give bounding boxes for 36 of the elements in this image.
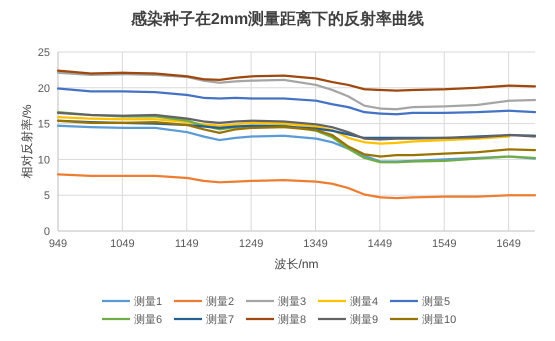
line-series: [56, 124, 536, 163]
line-series: [56, 112, 536, 140]
chart-title: 感染种子在2mm测量距离下的反射率曲线: [130, 9, 424, 28]
legend-label: 测量10: [422, 314, 456, 326]
y-tick-label: 15: [38, 118, 50, 131]
y-tick-label: 5: [44, 190, 50, 202]
line-series: [56, 120, 536, 158]
legend-label: 测量9: [350, 314, 378, 326]
x-tick-label: 1049: [110, 238, 135, 250]
y-tick-label: 0: [44, 226, 50, 238]
legend-label: 测量5: [422, 296, 450, 308]
legend-label: 测量1: [134, 296, 162, 308]
legend-label: 测量2: [206, 296, 234, 308]
line-series: [56, 87, 536, 116]
x-axis-title: 波长/nm: [274, 257, 319, 271]
y-axis-title: 相对反射率/%: [20, 104, 34, 179]
x-tick-label: 1449: [368, 238, 392, 250]
y-tick-label: 25: [38, 47, 50, 59]
legend-label: 测量3: [278, 296, 306, 308]
line-series: [56, 116, 510, 145]
x-tick-label: 1649: [496, 238, 521, 250]
legend-label: 测量4: [350, 296, 378, 308]
y-tick-label: 10: [38, 154, 50, 166]
line-series: [56, 111, 536, 164]
x-tick-label: 1249: [238, 238, 264, 250]
line-series: [56, 69, 536, 92]
x-tick-label: 1349: [303, 238, 328, 250]
legend-label: 测量8: [278, 314, 306, 326]
legend-label: 测量7: [206, 314, 234, 326]
x-tick-label: 949: [48, 238, 68, 250]
x-tick-label: 1549: [432, 238, 456, 250]
legend-label: 测量6: [134, 314, 162, 326]
line-series: [56, 72, 536, 110]
y-tick-label: 20: [38, 82, 50, 95]
x-tick-label: 1149: [174, 238, 199, 250]
line-series: [56, 173, 536, 200]
